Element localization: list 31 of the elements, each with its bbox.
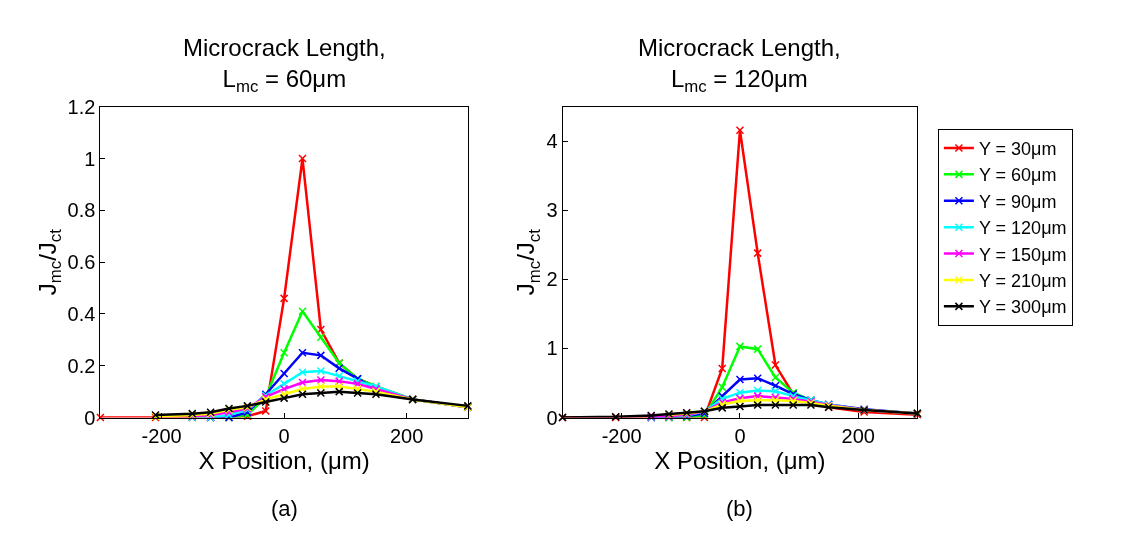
x-tick-label: -200	[601, 424, 642, 447]
text: (b)	[726, 496, 753, 521]
y-tick-label: 0	[546, 406, 558, 429]
x-tick-label: 0	[734, 424, 746, 447]
y-tick-label: 4	[546, 130, 558, 153]
legend-label: Y = 120μm	[978, 218, 1067, 239]
y-tick-label: 3	[546, 199, 558, 222]
y-tick-label: 0.8	[67, 199, 96, 222]
y-tick-label: 1.2	[67, 95, 96, 118]
y-tick-label: 0.4	[67, 302, 96, 325]
chart-title: Microcrack Length, L$_{mc}$ = 120μm	[638, 34, 841, 97]
y-tick-label: 1	[84, 147, 96, 170]
x-tick-label: 0	[278, 424, 290, 447]
x-axis-title: X Position, (μm)	[198, 446, 370, 474]
legend-label: Y = 150μm	[978, 244, 1067, 265]
legend-label: Y = 60μm	[978, 165, 1057, 186]
y-tick-label: 0.6	[67, 251, 96, 274]
legend-label: Y = 210μm	[978, 270, 1067, 291]
legend-label: Y = 300μm	[978, 297, 1067, 318]
x-tick-label: -200	[141, 424, 182, 447]
y-tick-label: 2	[546, 268, 558, 291]
y-tick-label: 0.2	[67, 354, 96, 377]
y-tick-label: 0	[84, 406, 96, 429]
legend-label: Y = 90μm	[978, 191, 1057, 212]
x-axis-title: X Position, (μm)	[654, 446, 826, 474]
x-tick-label: 200	[389, 424, 424, 447]
chart-title: Microcrack Length, L$_{mc}$ = 60μm	[183, 34, 386, 97]
legend-label: Y = 30μm	[978, 138, 1057, 159]
y-tick-label: 1	[546, 337, 558, 360]
text: (a)	[271, 496, 298, 521]
x-tick-label: 200	[841, 424, 875, 447]
